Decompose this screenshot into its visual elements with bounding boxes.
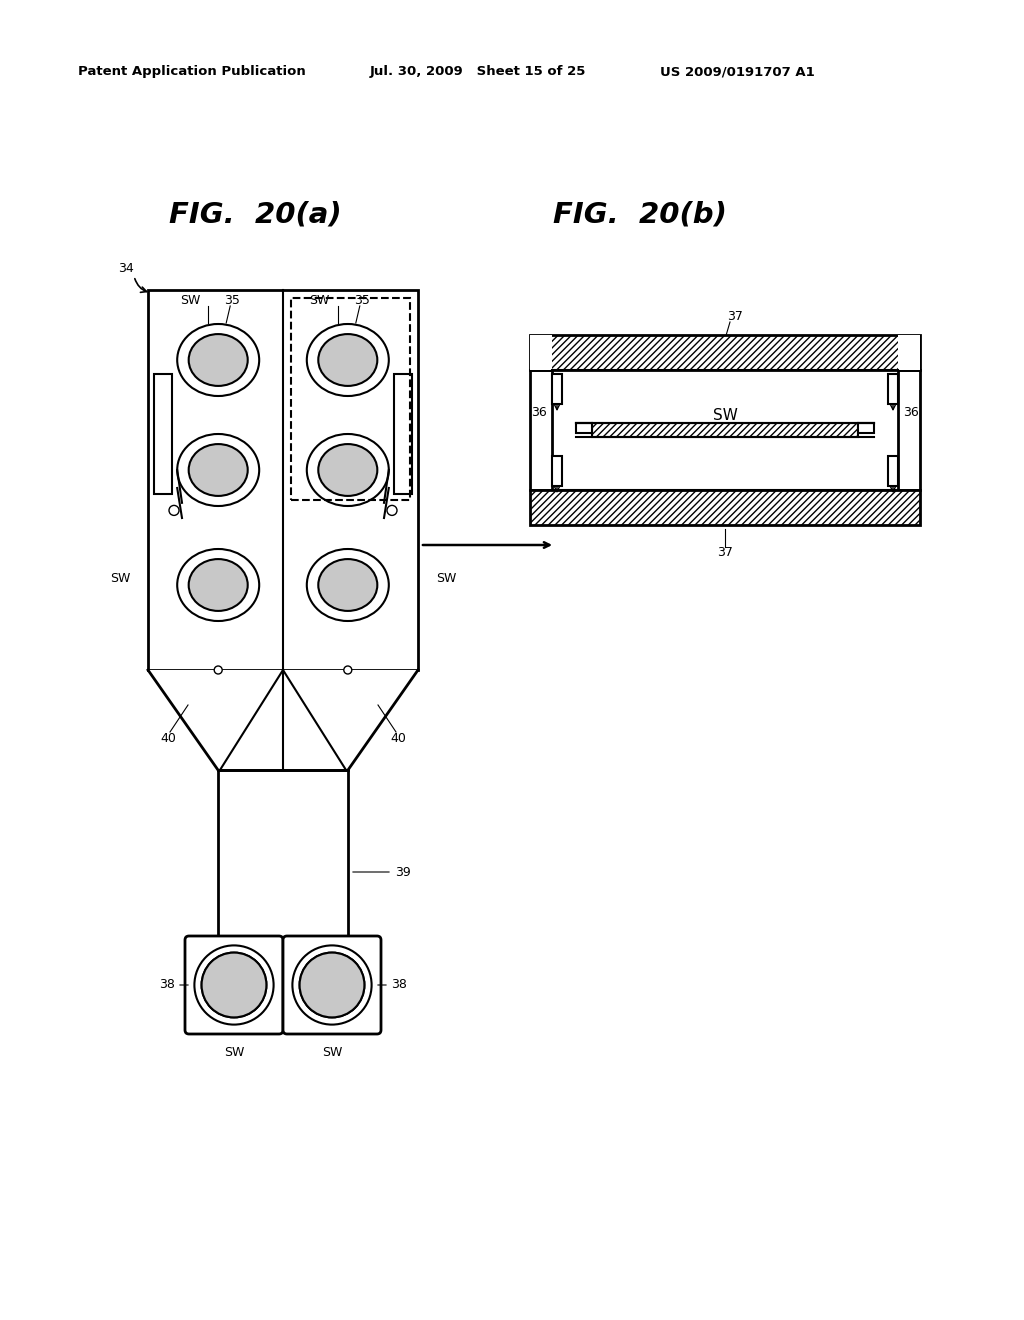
Polygon shape xyxy=(283,671,418,770)
Text: SW: SW xyxy=(180,293,201,306)
Ellipse shape xyxy=(202,953,266,1018)
Bar xyxy=(394,374,412,494)
Bar xyxy=(552,455,562,486)
Text: 37: 37 xyxy=(727,310,743,323)
Bar xyxy=(592,422,858,437)
Ellipse shape xyxy=(318,560,377,611)
Bar xyxy=(530,335,552,370)
Text: FIG.  20(a): FIG. 20(a) xyxy=(169,201,341,228)
Text: 40: 40 xyxy=(390,731,406,744)
Text: 38: 38 xyxy=(391,978,407,991)
Ellipse shape xyxy=(188,444,248,496)
Ellipse shape xyxy=(188,334,248,385)
Text: FIG.  20(b): FIG. 20(b) xyxy=(553,201,727,228)
Bar xyxy=(898,370,920,490)
Ellipse shape xyxy=(307,434,389,506)
Ellipse shape xyxy=(177,549,259,620)
Ellipse shape xyxy=(188,560,248,611)
Circle shape xyxy=(169,506,179,515)
Text: SW: SW xyxy=(224,1045,244,1059)
Text: 40: 40 xyxy=(160,731,176,744)
Bar xyxy=(888,374,898,404)
Text: Jul. 30, 2009   Sheet 15 of 25: Jul. 30, 2009 Sheet 15 of 25 xyxy=(370,66,587,78)
Text: 36: 36 xyxy=(903,405,919,418)
FancyBboxPatch shape xyxy=(185,936,283,1034)
Circle shape xyxy=(344,667,352,675)
Bar xyxy=(148,290,418,671)
Text: SW: SW xyxy=(713,408,737,424)
Bar xyxy=(154,374,172,494)
Text: 36: 36 xyxy=(531,405,547,418)
Text: 38: 38 xyxy=(159,978,175,991)
Ellipse shape xyxy=(177,323,259,396)
Text: 35: 35 xyxy=(224,293,241,306)
Bar xyxy=(530,490,920,525)
Text: 35: 35 xyxy=(354,293,370,306)
Text: Patent Application Publication: Patent Application Publication xyxy=(78,66,306,78)
FancyBboxPatch shape xyxy=(283,936,381,1034)
Ellipse shape xyxy=(195,945,273,1024)
Text: 34: 34 xyxy=(118,261,134,275)
Ellipse shape xyxy=(318,444,377,496)
Bar xyxy=(898,335,920,370)
Text: SW: SW xyxy=(436,573,456,585)
Ellipse shape xyxy=(293,945,372,1024)
Ellipse shape xyxy=(202,953,266,1018)
Bar xyxy=(888,455,898,486)
Ellipse shape xyxy=(307,549,389,620)
Ellipse shape xyxy=(318,334,377,385)
Text: SW: SW xyxy=(309,293,330,306)
Bar xyxy=(575,422,592,433)
Bar xyxy=(530,335,920,370)
Text: SW: SW xyxy=(322,1045,342,1059)
Text: SW: SW xyxy=(110,573,130,585)
Text: 37: 37 xyxy=(717,546,733,560)
Bar xyxy=(552,374,562,404)
Text: 39: 39 xyxy=(395,866,411,879)
Text: US 2009/0191707 A1: US 2009/0191707 A1 xyxy=(660,66,815,78)
Circle shape xyxy=(387,506,397,515)
Bar xyxy=(530,370,552,490)
Bar xyxy=(291,298,410,500)
Ellipse shape xyxy=(177,434,259,506)
Ellipse shape xyxy=(300,953,365,1018)
Bar xyxy=(218,770,348,940)
Ellipse shape xyxy=(300,953,365,1018)
Polygon shape xyxy=(148,671,283,770)
Ellipse shape xyxy=(307,323,389,396)
Circle shape xyxy=(214,667,222,675)
Bar xyxy=(858,422,874,433)
